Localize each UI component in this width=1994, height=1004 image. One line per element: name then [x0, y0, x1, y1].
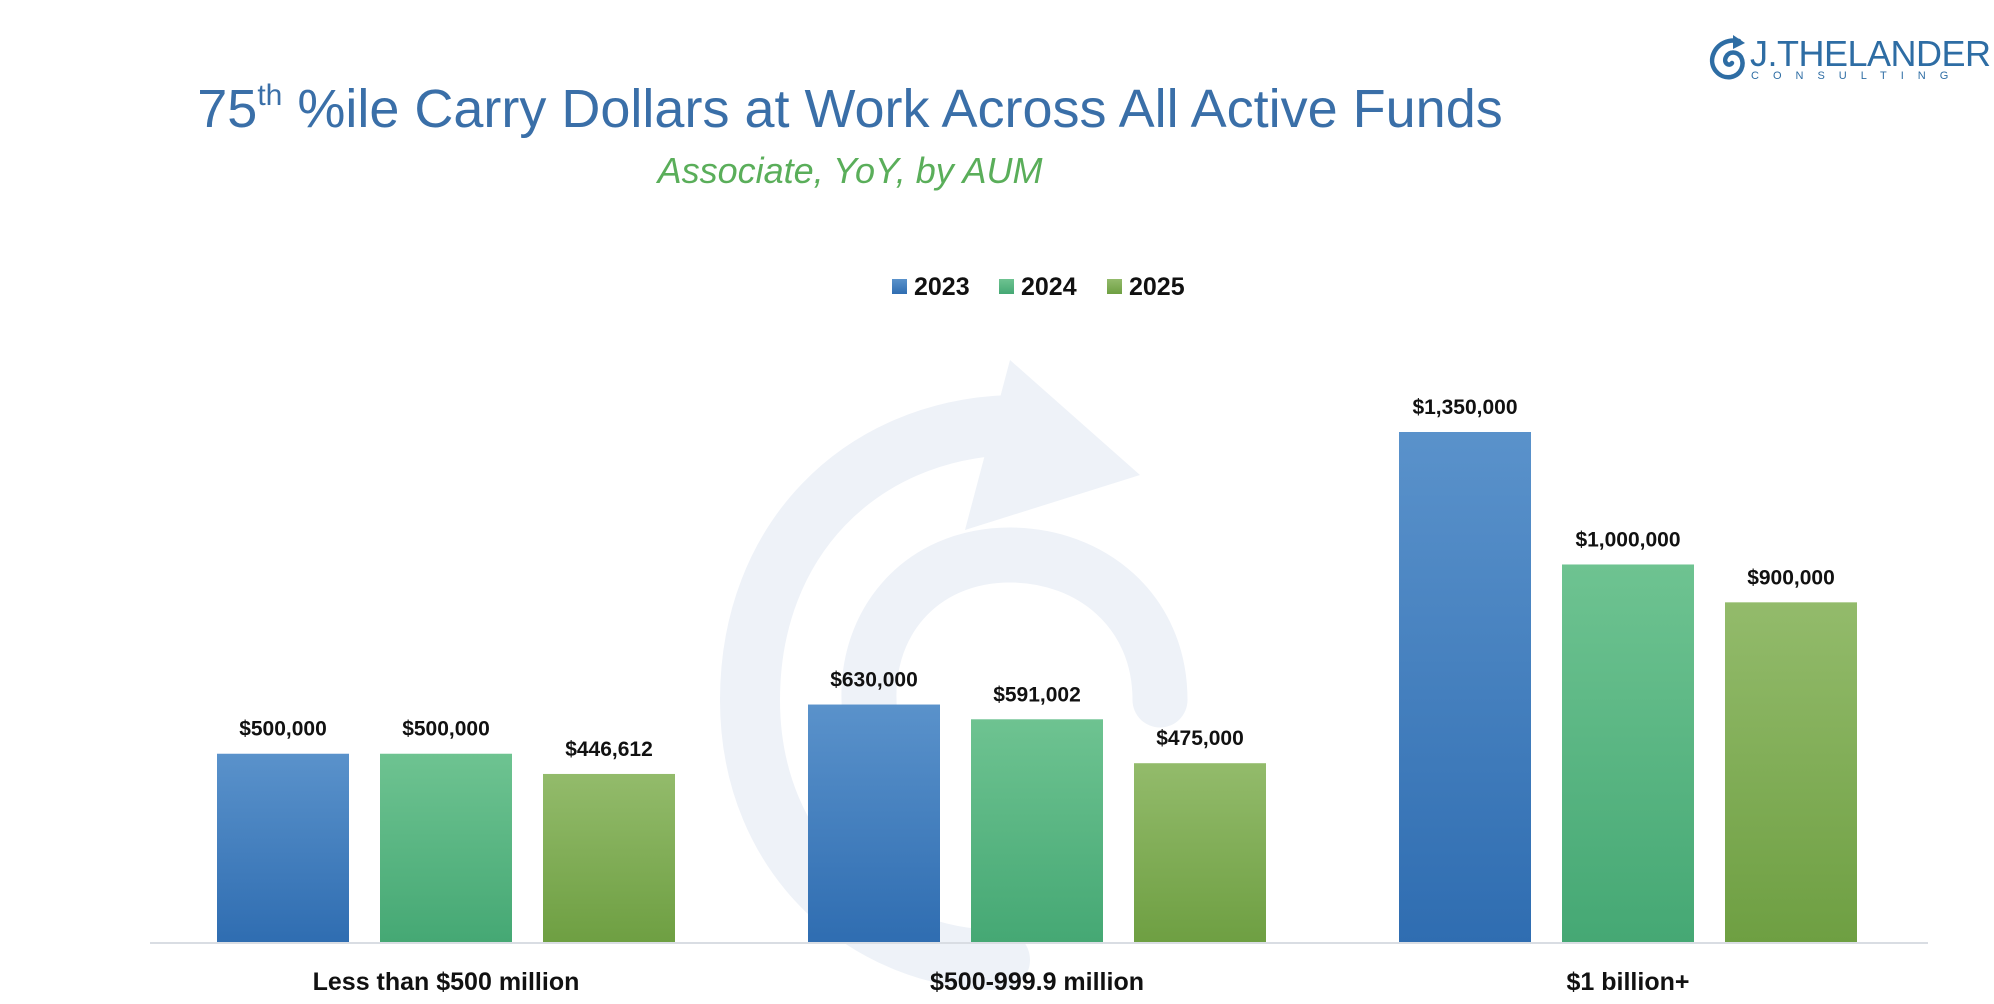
bar-2024-1 [971, 719, 1103, 943]
legend-swatch-2024 [999, 279, 1014, 294]
x-tick-label: Less than $500 million [313, 968, 580, 996]
title-number: 75 [197, 79, 257, 139]
title-superscript: th [257, 79, 282, 112]
chart-subtitle: Associate, YoY, by AUM [656, 150, 1043, 191]
legend-swatch-2023 [892, 279, 907, 294]
bar-2025-1 [1134, 763, 1266, 943]
legend-label-2023: 2023 [914, 273, 970, 301]
brand-name: J.THELANDER [1750, 33, 1991, 74]
legend: 2023 2024 2025 [892, 273, 1185, 301]
data-label-2024-1: $591,002 [993, 683, 1081, 706]
bar-2025-2 [1725, 602, 1857, 943]
data-label-2025-2: $900,000 [1747, 566, 1835, 589]
title-text: %ile Carry Dollars at Work Across All Ac… [282, 79, 1502, 139]
data-label-2025-1: $475,000 [1156, 727, 1244, 750]
bar-2023-1 [808, 704, 940, 943]
data-label-2023-1: $630,000 [830, 669, 918, 692]
bar-2023-0 [217, 753, 349, 943]
data-labels-layer: $500,000 $630,000 $1,350,000 $500,000 $591,0… [239, 396, 1835, 761]
bar-2024-0 [380, 753, 512, 943]
brand-swirl-icon [1709, 35, 1745, 80]
data-label-2023-2: $1,350,000 [1412, 396, 1517, 419]
x-tick-labels: Less than $500 million $500-999.9 million… [313, 968, 1690, 996]
legend-label-2025: 2025 [1129, 273, 1185, 301]
brand-tagline: CONSULTING [1751, 70, 1962, 82]
chart-title: 75th %ile Carry Dollars at Work Across A… [197, 79, 1503, 139]
data-label-2023-0: $500,000 [239, 718, 327, 741]
data-label-2024-2: $1,000,000 [1575, 528, 1680, 551]
x-tick-label: $500-999.9 million [930, 968, 1144, 996]
legend-swatch-2025 [1107, 279, 1122, 294]
data-label-2025-0: $446,612 [565, 738, 653, 761]
bar-2023-2 [1399, 432, 1531, 943]
data-label-2024-0: $500,000 [402, 718, 490, 741]
legend-label-2024: 2024 [1021, 273, 1077, 301]
bar-2025-0 [543, 773, 675, 943]
x-tick-label: $1 billion+ [1567, 968, 1690, 996]
bar-2024-2 [1562, 564, 1694, 943]
brand-logo: J.THELANDER CONSULTING [1709, 33, 1991, 82]
bars-layer [217, 432, 1857, 943]
